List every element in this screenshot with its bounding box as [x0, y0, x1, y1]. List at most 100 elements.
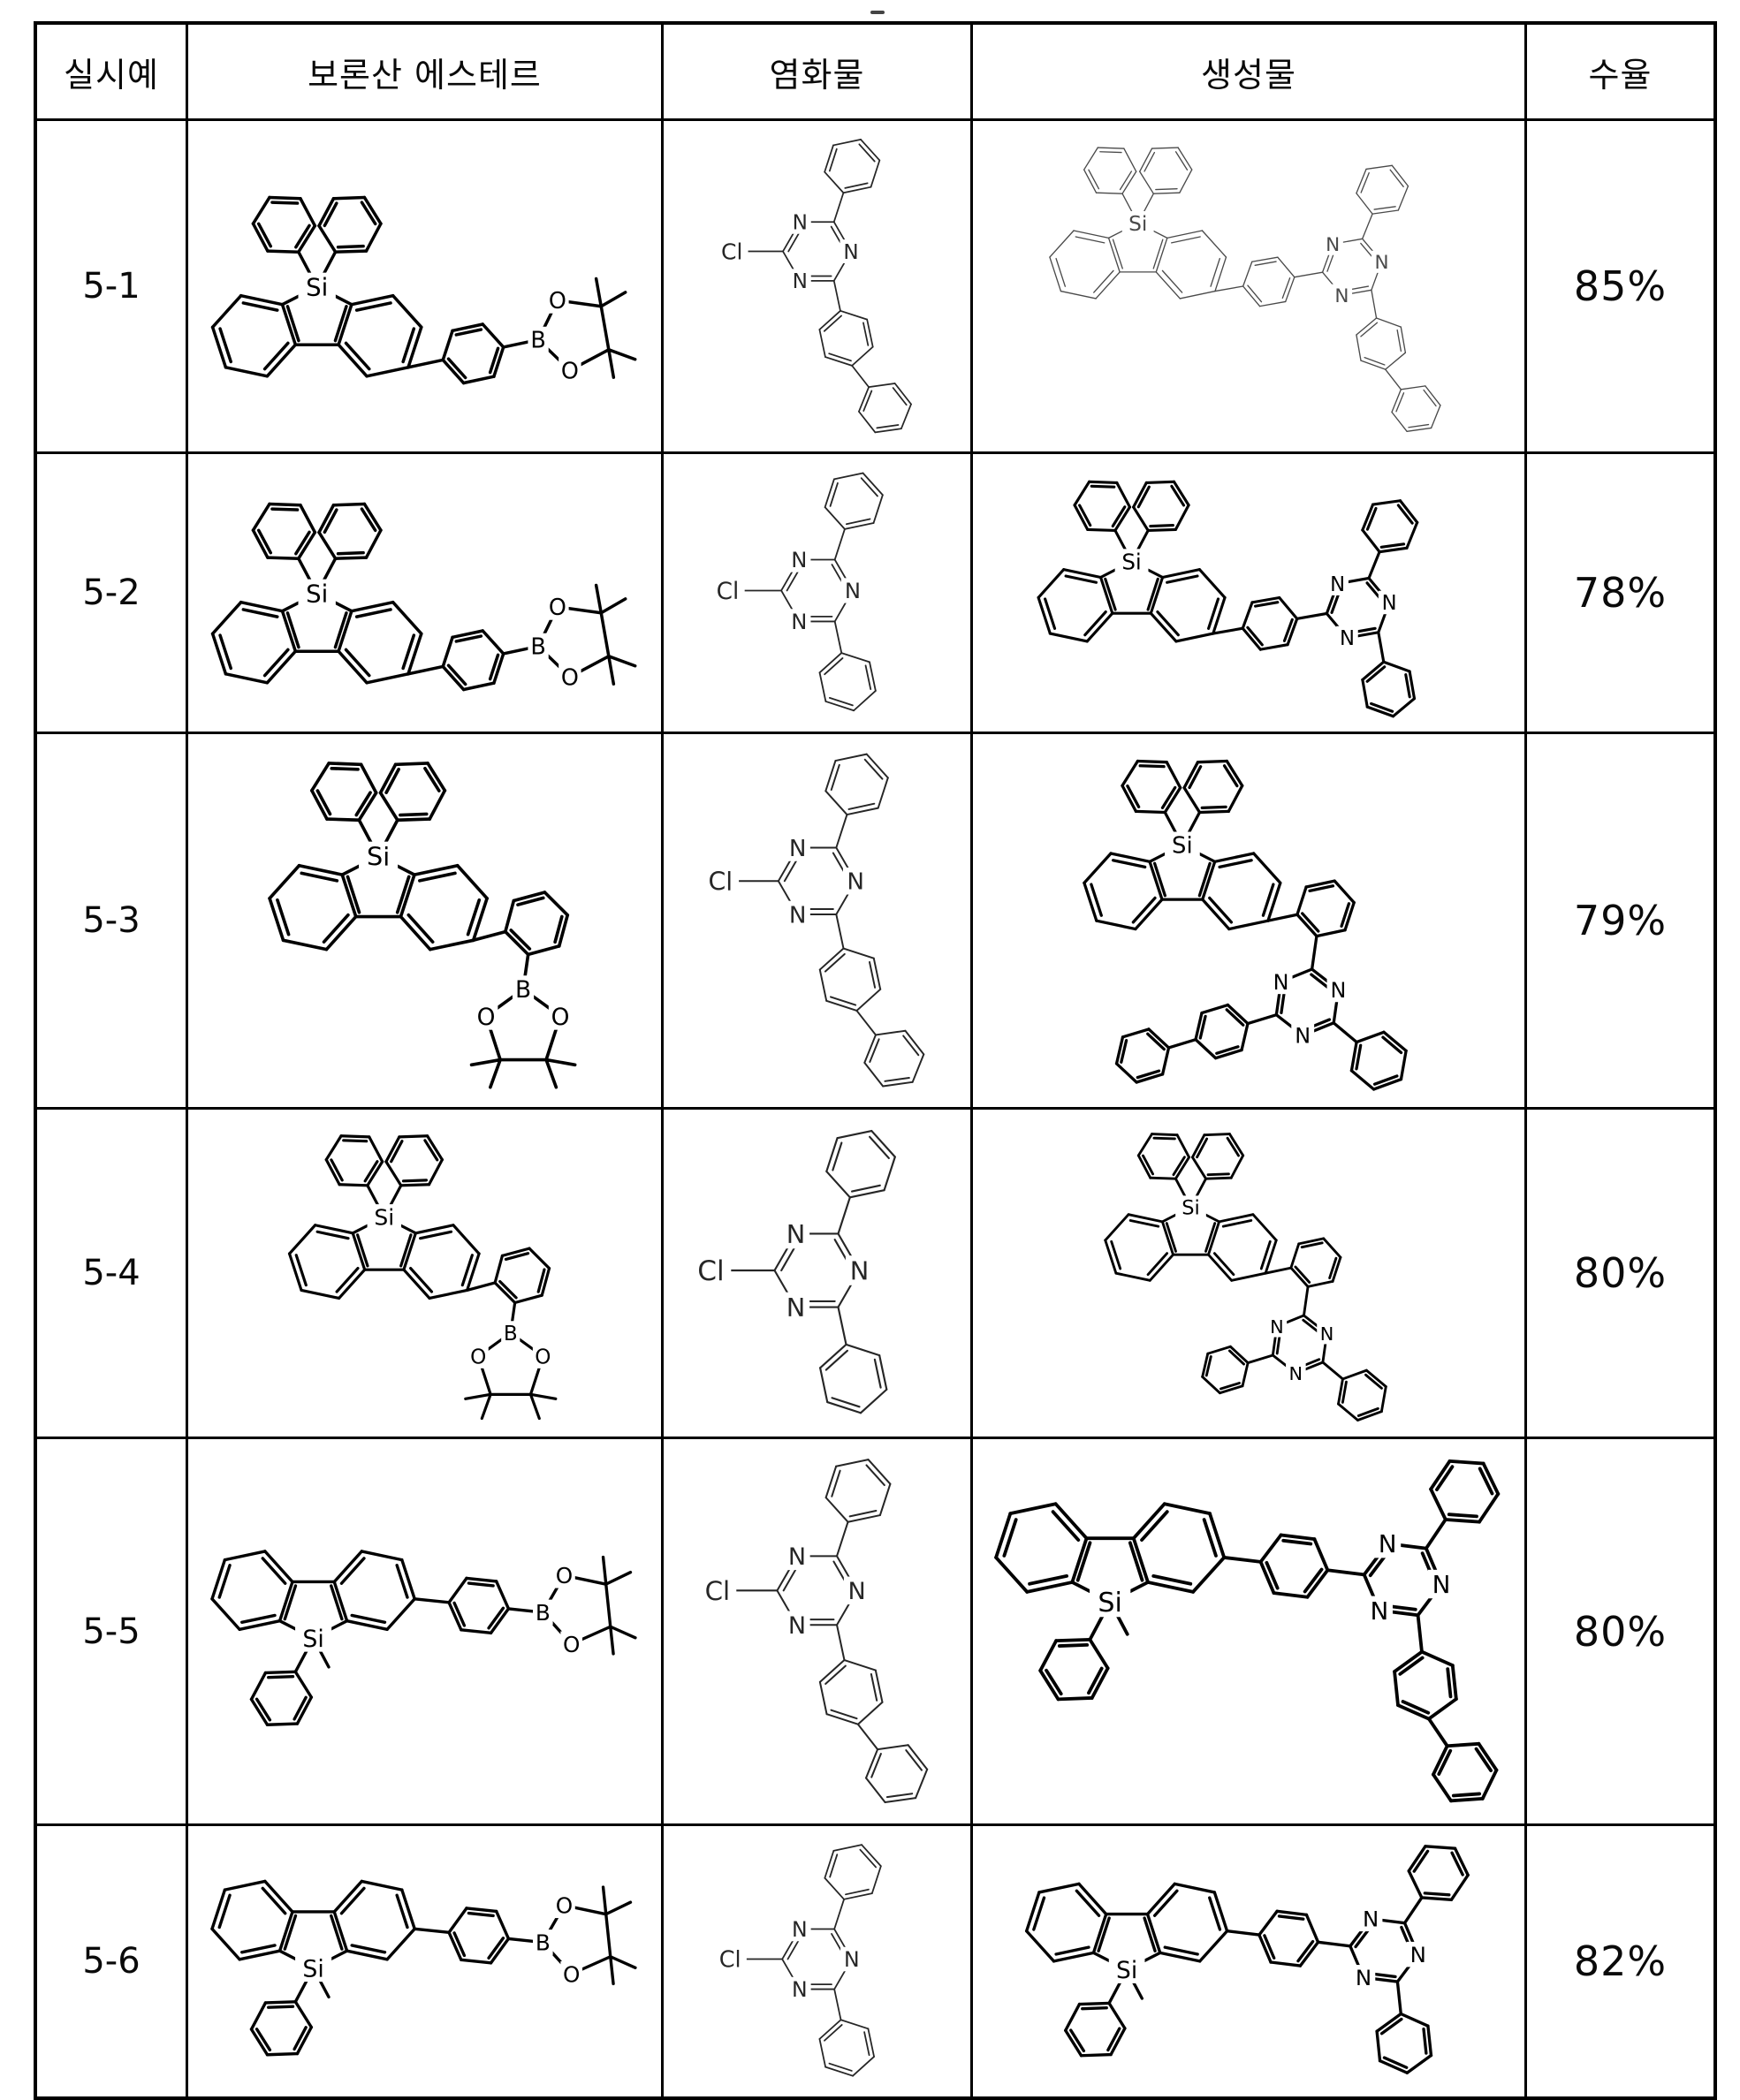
svg-text:N: N [788, 1612, 806, 1640]
header-yield: 수율 [1527, 25, 1713, 118]
structure-chloride: N N N Cl [664, 1110, 970, 1437]
svg-text:N: N [1375, 252, 1389, 274]
structure-boronic-ester: Si B O O [188, 734, 661, 1107]
structure-boronic-ester: Si B O O [188, 121, 661, 451]
svg-text:B: B [530, 327, 545, 353]
svg-text:N: N [1379, 1529, 1397, 1558]
svg-text:N: N [850, 1255, 870, 1285]
svg-text:N: N [847, 869, 864, 896]
svg-text:N: N [788, 1543, 806, 1571]
svg-text:N: N [1356, 1965, 1371, 1990]
svg-text:N: N [1330, 573, 1345, 596]
structure-boronic-ester: Si B O O [188, 454, 661, 732]
structure-product: Si N N N [973, 734, 1524, 1107]
reaction-table: 실시예 보론산 에스테르 염화물 생성물 수율 5-1 Si B O O N N N Cl … [34, 21, 1717, 2100]
svg-text:Si: Si [306, 580, 328, 608]
svg-text:O: O [563, 1632, 580, 1657]
svg-text:O: O [556, 1893, 573, 1919]
svg-text:N: N [792, 1917, 808, 1942]
header-chloride: 염화물 [664, 25, 970, 118]
svg-text:O: O [561, 663, 579, 690]
structure-chloride: N N N Cl [664, 1826, 970, 2096]
svg-text:Si: Si [1116, 1957, 1137, 1984]
structure-product: Si N N N [973, 1439, 1524, 1823]
svg-text:Cl: Cl [717, 579, 740, 605]
header-example: 실시예 [37, 25, 186, 118]
svg-text:Si: Si [1182, 1197, 1200, 1220]
svg-text:N: N [844, 1947, 860, 1972]
svg-text:N: N [791, 547, 807, 572]
svg-text:B: B [504, 1323, 518, 1346]
svg-text:N: N [1273, 970, 1289, 995]
svg-text:Si: Si [302, 1955, 323, 1982]
svg-text:O: O [561, 357, 579, 383]
example-id: 5-6 [37, 1826, 186, 2096]
svg-text:N: N [1320, 1323, 1334, 1345]
svg-text:Si: Si [1128, 212, 1147, 236]
svg-text:N: N [1331, 978, 1347, 1003]
svg-text:Si: Si [1098, 1588, 1121, 1619]
svg-text:N: N [786, 1219, 806, 1249]
structure-product: Si N N N [973, 1110, 1524, 1437]
structure-boronic-ester: Si B O O [188, 1826, 661, 2096]
yield-value: 82% [1527, 1826, 1713, 2096]
example-id: 5-1 [37, 121, 186, 451]
svg-text:N: N [1270, 1316, 1284, 1338]
svg-text:Si: Si [1172, 833, 1193, 860]
svg-text:O: O [549, 594, 566, 620]
yield-value: 79% [1527, 734, 1713, 1107]
yield-value: 85% [1527, 121, 1713, 451]
structure-chloride: N N N Cl [664, 454, 970, 732]
svg-text:O: O [563, 1961, 580, 1987]
svg-text:O: O [556, 1563, 573, 1588]
structure-boronic-ester: Si B O O [188, 1439, 661, 1823]
svg-text:Cl: Cl [709, 867, 733, 896]
svg-text:N: N [1382, 592, 1397, 615]
structure-boronic-ester: Si B O O [188, 1110, 661, 1437]
structure-chloride: N N N Cl [664, 734, 970, 1107]
svg-text:N: N [1432, 1570, 1451, 1599]
svg-text:Si: Si [306, 273, 328, 301]
svg-text:O: O [477, 1004, 496, 1031]
svg-text:N: N [1340, 627, 1355, 650]
svg-text:N: N [843, 241, 858, 264]
svg-text:N: N [845, 578, 861, 603]
svg-text:N: N [1363, 1907, 1379, 1932]
svg-text:N: N [791, 609, 807, 634]
example-id: 5-5 [37, 1439, 186, 1823]
svg-text:N: N [1326, 234, 1340, 256]
structure-chloride: N N N Cl [664, 1439, 970, 1823]
svg-text:B: B [536, 1929, 551, 1955]
example-id: 5-3 [37, 734, 186, 1107]
scan-artifact [870, 11, 885, 14]
svg-text:N: N [1371, 1596, 1389, 1626]
structure-product: Si N N N [973, 454, 1524, 732]
svg-text:O: O [470, 1346, 486, 1369]
svg-text:B: B [515, 976, 531, 1004]
svg-text:Cl: Cl [705, 1576, 731, 1606]
svg-text:B: B [530, 633, 545, 660]
svg-text:N: N [793, 212, 808, 235]
svg-text:Si: Si [302, 1626, 323, 1653]
yield-value: 78% [1527, 454, 1713, 732]
svg-text:N: N [793, 270, 808, 293]
svg-text:Cl: Cl [719, 1947, 741, 1974]
svg-text:O: O [549, 287, 566, 314]
example-id: 5-2 [37, 454, 186, 732]
svg-text:N: N [789, 836, 807, 862]
header-boronic-ester: 보론산 에스테르 [188, 25, 661, 118]
structure-product: Si N N N [973, 1826, 1524, 2096]
svg-text:Cl: Cl [721, 239, 742, 265]
svg-text:N: N [786, 1293, 806, 1323]
svg-text:N: N [1334, 285, 1349, 307]
svg-text:N: N [847, 1578, 865, 1605]
svg-text:Cl: Cl [697, 1255, 724, 1287]
svg-text:Si: Si [374, 1205, 394, 1231]
svg-text:N: N [792, 1977, 808, 2002]
header-product: 생성물 [973, 25, 1524, 118]
structure-product: Si N N N [973, 121, 1524, 451]
svg-text:N: N [1410, 1942, 1426, 1967]
yield-value: 80% [1527, 1439, 1713, 1823]
svg-text:N: N [789, 902, 807, 929]
